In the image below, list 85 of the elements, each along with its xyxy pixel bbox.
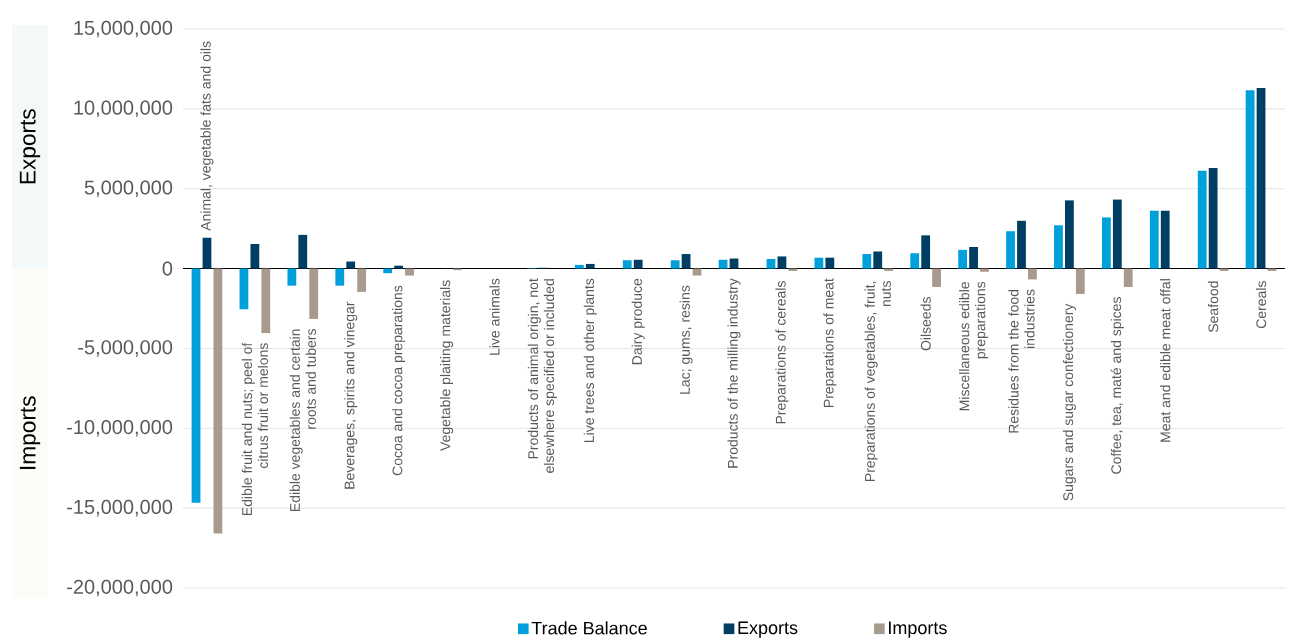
x-tick-label: Live animals	[489, 278, 500, 355]
bar	[814, 257, 824, 269]
bar	[681, 254, 691, 269]
bar	[1065, 200, 1074, 269]
bar	[1017, 220, 1026, 269]
bar	[1197, 170, 1207, 269]
bar	[250, 243, 260, 269]
bar	[298, 234, 308, 269]
legend-label: Imports	[889, 621, 947, 638]
bar	[1149, 210, 1159, 269]
bar	[1054, 225, 1063, 269]
bar	[346, 261, 356, 269]
bar	[958, 249, 968, 269]
x-tick-label: Edible vegetables and certain roots and tubers	[289, 329, 316, 511]
legend-label: Exports	[738, 621, 798, 638]
bar	[729, 258, 739, 269]
x-tick-label: Meat and edible meat offal	[1160, 279, 1171, 442]
x-tick-label: Live trees and other plants	[583, 278, 597, 442]
x-tick-label: Coffee, tea, maté and spices	[1110, 297, 1124, 474]
y-tick-label: 15,000,000	[74, 20, 173, 38]
bar	[766, 258, 776, 269]
bar	[1160, 210, 1170, 269]
x-tick-label: Vegetable plaiting materials	[440, 280, 454, 451]
bar	[777, 256, 787, 269]
x-tick-label: Miscellaneous edible preparations	[959, 281, 989, 411]
x-tick-label: Sugars and sugar confectionery	[1062, 303, 1076, 501]
x-tick-label: Animal, vegetable fats and oils	[200, 41, 214, 231]
bar	[932, 268, 941, 287]
x-tick-label: Preparations of vegetables, fruit, nuts	[864, 281, 891, 481]
x-tick-label: Preparations of meat	[823, 278, 837, 407]
bar	[1028, 268, 1037, 280]
x-tick-label: Products of animal origin, not elsewhere specified or included	[527, 278, 557, 473]
bar	[405, 268, 414, 276]
bar	[910, 253, 920, 269]
bar	[213, 268, 223, 534]
bar	[585, 263, 595, 269]
x-tick-label: Preparations of cereals	[775, 281, 789, 424]
bar	[261, 268, 271, 334]
bar	[969, 247, 978, 269]
bar	[980, 268, 989, 272]
y-tick-label: -10,000,000	[67, 420, 173, 437]
bar	[1006, 231, 1015, 269]
bar	[335, 268, 345, 286]
bar	[357, 268, 367, 292]
bar	[574, 264, 584, 269]
bar	[1208, 167, 1218, 269]
x-tick-label: Cocoa and cocoa preparations	[392, 285, 406, 476]
x-tick-label: Lac; gums, resins	[679, 285, 693, 394]
bar	[309, 268, 319, 319]
text: Exports	[19, 109, 41, 184]
bar	[670, 260, 680, 269]
bar	[202, 237, 212, 269]
y-tick-label: 10,000,000	[74, 100, 173, 118]
bar	[862, 254, 872, 269]
bar	[718, 259, 728, 269]
x-tick-label: Edible fruit and nuts; peel of citrus fruit or melons	[241, 342, 269, 516]
y-tick-label: 5,000,000	[84, 180, 173, 197]
bar	[873, 251, 883, 269]
bar	[1256, 88, 1266, 269]
y-tick-label: -15,000,000	[67, 499, 173, 517]
bar	[1075, 268, 1085, 294]
bar	[1101, 217, 1111, 269]
y-tick-label: 0	[162, 261, 173, 276]
text: Imports	[19, 396, 41, 469]
x-tick-label: Residues from the food industries	[1008, 289, 1035, 433]
bar	[191, 268, 201, 503]
bar	[1112, 199, 1122, 269]
bar	[692, 268, 702, 276]
x-tick-label: Products of the milling industry	[727, 278, 741, 468]
bar	[394, 265, 404, 269]
x-tick-label: Cereals	[1255, 281, 1267, 329]
bar	[1123, 268, 1133, 287]
y-tick-label: -5,000,000	[78, 340, 173, 357]
bar	[825, 257, 835, 269]
legend-label: Trade Balance	[531, 621, 647, 635]
bar	[287, 268, 297, 286]
bar	[1245, 90, 1255, 269]
x-tick-label: Dairy produce	[631, 278, 645, 365]
x-tick-label: Oilseeds	[920, 297, 931, 351]
y-tick-label: -20,000,000	[67, 579, 173, 597]
x-tick-label: Seafood	[1208, 281, 1219, 333]
x-tick-label: Beverages, spirits and vinegar	[344, 301, 358, 489]
bar	[622, 260, 632, 269]
bar	[633, 259, 643, 269]
bar	[921, 235, 931, 269]
